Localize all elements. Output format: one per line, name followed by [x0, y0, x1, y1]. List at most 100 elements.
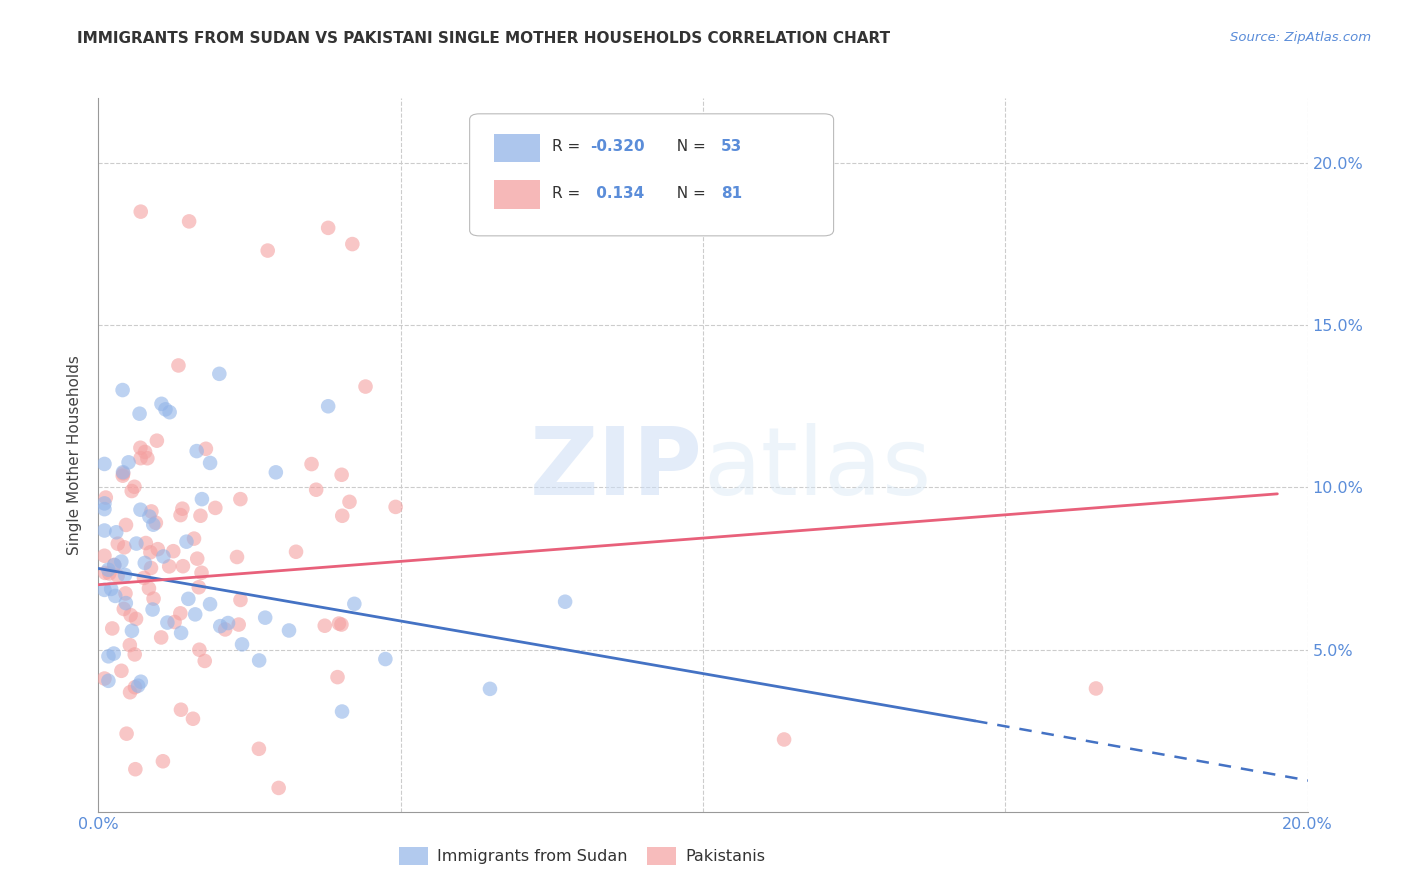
Point — [314, 618, 336, 632]
Point — [129, 502, 152, 516]
Point — [330, 705, 353, 719]
Point — [124, 762, 146, 776]
Point — [138, 509, 160, 524]
Point — [159, 405, 181, 419]
Point — [97, 563, 120, 577]
Point — [114, 586, 136, 600]
Point — [152, 549, 174, 564]
Point — [129, 204, 152, 219]
Point — [209, 619, 232, 633]
Point — [110, 555, 132, 569]
Text: R =: R = — [553, 186, 585, 201]
Point — [228, 617, 250, 632]
Point — [94, 491, 117, 505]
Point — [103, 558, 125, 572]
Point — [208, 367, 231, 381]
Point — [93, 502, 115, 516]
Text: N =: N = — [666, 186, 710, 201]
Point — [120, 685, 142, 699]
Point — [145, 516, 167, 530]
Point — [112, 541, 135, 555]
Point — [217, 615, 239, 630]
Point — [107, 569, 129, 583]
Point — [107, 537, 129, 551]
Point — [478, 681, 501, 696]
Point — [111, 465, 134, 479]
Point — [194, 654, 217, 668]
Point — [163, 615, 186, 629]
Bar — [494, 134, 540, 162]
Point — [128, 407, 150, 421]
Point — [100, 582, 122, 596]
Point — [93, 524, 115, 538]
Point — [247, 653, 270, 667]
Point — [93, 672, 115, 686]
Point — [254, 610, 277, 624]
Point — [134, 445, 156, 459]
Point — [125, 612, 148, 626]
Point — [190, 566, 212, 580]
Point — [118, 638, 141, 652]
Text: R =: R = — [553, 139, 585, 154]
Point — [136, 451, 159, 466]
Point — [94, 566, 117, 580]
Point — [155, 402, 177, 417]
Point — [184, 607, 207, 622]
Point — [114, 596, 136, 610]
Point — [342, 237, 364, 252]
Point — [328, 616, 350, 631]
Text: 81: 81 — [721, 186, 742, 201]
Point — [127, 679, 149, 693]
Point — [170, 703, 193, 717]
Point — [115, 517, 138, 532]
Point — [129, 674, 152, 689]
Point — [267, 780, 290, 795]
Point — [124, 480, 146, 494]
Text: 53: 53 — [721, 139, 742, 154]
Point — [204, 500, 226, 515]
Point — [139, 561, 162, 575]
Point — [124, 680, 146, 694]
Point — [124, 648, 146, 662]
Point — [111, 468, 134, 483]
Point — [264, 466, 287, 480]
Point — [138, 582, 160, 596]
Point — [115, 727, 138, 741]
Point — [98, 566, 121, 581]
Point — [146, 542, 169, 557]
Point — [112, 467, 135, 481]
Point — [129, 451, 152, 466]
Point — [134, 556, 156, 570]
Point — [330, 467, 353, 482]
Point — [305, 483, 328, 497]
Point — [93, 496, 115, 510]
Point — [183, 532, 205, 546]
Point — [172, 501, 194, 516]
Point — [384, 500, 406, 514]
Point — [152, 754, 174, 768]
Point — [278, 624, 301, 638]
Point — [105, 525, 128, 540]
Point — [121, 624, 143, 638]
Point — [141, 504, 163, 518]
Point — [354, 379, 377, 393]
Point — [194, 442, 217, 456]
Point — [101, 622, 124, 636]
Point — [157, 559, 180, 574]
Point — [773, 732, 796, 747]
Point — [374, 652, 396, 666]
Point — [198, 597, 221, 611]
Point — [103, 647, 125, 661]
Text: atlas: atlas — [703, 423, 931, 516]
Point — [169, 607, 191, 621]
Point — [104, 589, 127, 603]
Point — [112, 602, 135, 616]
Point — [181, 712, 204, 726]
Point — [93, 582, 115, 597]
Text: N =: N = — [666, 139, 710, 154]
Point — [214, 623, 236, 637]
Text: IMMIGRANTS FROM SUDAN VS PAKISTANI SINGLE MOTHER HOUSEHOLDS CORRELATION CHART: IMMIGRANTS FROM SUDAN VS PAKISTANI SINGL… — [77, 31, 890, 46]
Point — [301, 457, 323, 471]
Point — [186, 444, 208, 458]
Point — [187, 580, 209, 594]
